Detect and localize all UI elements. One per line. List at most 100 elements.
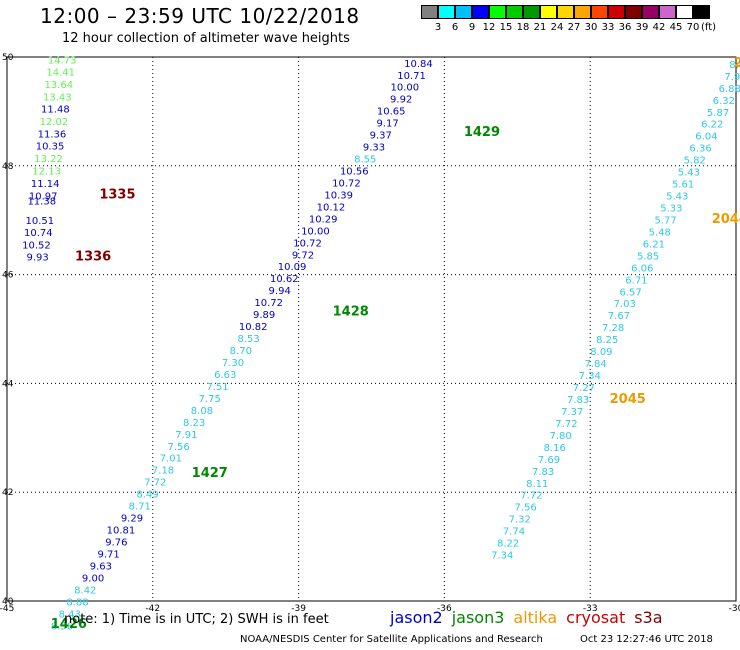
wave-height-value: 8.22 [497, 539, 519, 550]
wave-height-value: 7.84 [584, 359, 606, 370]
credit-text: NOAA/NESDIS Center for Satellite Applica… [240, 634, 543, 645]
wave-height-value: 6.71 [625, 275, 647, 286]
wave-height-value: 10.81 [107, 526, 136, 537]
colorbar-swatch [608, 5, 625, 19]
longitude-tick-label: -39 [291, 604, 306, 614]
wave-height-value: 8.88 [66, 597, 88, 608]
longitude-tick-label: -33 [583, 604, 598, 614]
wave-height-value: 6.04 [695, 132, 717, 143]
wave-height-value: 11.14 [31, 179, 60, 190]
pass-number-label: 1429 [464, 125, 500, 140]
colorbar-tick-label: 15 [499, 22, 513, 33]
wave-height-value: 7.56 [167, 442, 189, 453]
wave-height-value: 11.38 [27, 196, 56, 207]
wave-height-value: 8.70 [230, 346, 252, 357]
wave-height-value: 10.00 [390, 83, 419, 94]
wave-height-value: 13.22 [34, 154, 63, 165]
wave-height-value: 7.80 [549, 431, 571, 442]
wave-height-value: 8.25 [596, 335, 618, 346]
wave-height-value: 8.11 [526, 479, 548, 490]
wave-height-value: 8.53 [237, 334, 259, 345]
colorbar-tick-label: 18 [516, 22, 530, 33]
wave-height-value: 10.00 [301, 226, 330, 237]
colorbar-tick-label: 24 [550, 22, 564, 33]
wave-height-value: 9.17 [376, 119, 398, 130]
wave-height-value: 8.43 [59, 609, 81, 620]
wave-height-value: 5.33 [660, 203, 682, 214]
wave-height-value: 9.76 [105, 538, 127, 549]
colorbar-swatch [523, 5, 540, 19]
wave-height-value: 9.33 [363, 143, 385, 154]
colorbar-swatch [676, 5, 693, 19]
pass-number-label: 1336 [75, 249, 111, 264]
colorbar-swatch [693, 5, 710, 19]
satellite-legend-jason3: jason3 [451, 608, 505, 627]
axis-tick-labels: -45 -42 -39 -36 -33 -30 50 48 46 44 42 40 [0, 53, 740, 614]
pass-number-label: 2045 [610, 392, 646, 407]
map-frame [6, 56, 737, 602]
colorbar-tick-label: 39 [635, 22, 649, 33]
wave-height-value: 7.37 [561, 407, 583, 418]
colorbar-tick-label: 12 [482, 22, 496, 33]
wave-height-value: 8.23 [183, 418, 205, 429]
wave-height-value: 7.83 [532, 467, 554, 478]
colorbar-swatch [489, 5, 506, 19]
wave-height-value: 9.94 [269, 286, 291, 297]
wave-height-value: 6.32 [713, 96, 735, 107]
wave-height-value: 7.30 [222, 358, 244, 369]
wave-height-value: 10.65 [377, 107, 406, 118]
latitude-tick-label: 46 [2, 271, 14, 281]
colorbar-swatch [438, 5, 455, 19]
colorbar-swatch [557, 5, 574, 19]
generated-timestamp: Oct 23 12:27:46 UTC 2018 [580, 634, 713, 645]
wave-height-value: 8.42 [74, 585, 96, 596]
wave-height-value: 5.48 [649, 227, 671, 238]
colorbar-swatch [540, 5, 557, 19]
wave-height-value: 12.02 [40, 117, 69, 128]
longitude-tick-label: -36 [437, 604, 452, 614]
wave-height-value: 6.22 [701, 120, 723, 131]
wave-height-value: 7.69 [538, 455, 560, 466]
wave-height-value: 7.34 [579, 371, 601, 382]
satellite-legend-altika: altika [513, 608, 558, 627]
wave-height-value: 5.77 [654, 215, 676, 226]
latitude-tick-label: 50 [2, 53, 14, 63]
wave-height-value: 7.67 [608, 311, 630, 322]
wave-height-value: 10.56 [340, 167, 369, 178]
colorbar-tick-label: 45 [669, 22, 683, 33]
wave-height-value: 10.72 [293, 238, 322, 249]
wave-height-value: 5.43 [678, 168, 700, 179]
wave-height-value: 6.88 [719, 84, 740, 95]
latitude-tick-label: 44 [2, 379, 14, 389]
colorbar-swatch [574, 5, 591, 19]
wave-height-value: 6.21 [643, 239, 665, 250]
wave-height-value: 6.57 [619, 287, 641, 298]
colorbar-swatch [642, 5, 659, 19]
wave-height-value: 7.72 [144, 478, 166, 489]
wave-height-value: 10.82 [239, 322, 268, 333]
pass-labels: 1335 1336 1429 1428 1427 1426 20 2044 2045 [51, 56, 740, 632]
wave-height-value: 8.55 [354, 155, 376, 166]
pass-number-label: 1426 [51, 617, 87, 632]
wave-height-value: 10.52 [22, 240, 51, 251]
wave-height-value: 7.03 [614, 299, 636, 310]
wave-height-value: 7.51 [206, 382, 228, 393]
latitude-tick-label: 48 [2, 162, 14, 172]
wave-height-value: 10.72 [332, 178, 361, 189]
wave-height-value: 14.41 [46, 67, 75, 78]
wave-height-value: 7.72 [555, 419, 577, 430]
wave-height-value: 10.62 [270, 274, 299, 285]
wave-height-value: 10.84 [404, 59, 433, 70]
wave-height-value: 10.71 [397, 71, 426, 82]
wave-height-value: 7.01 [160, 454, 182, 465]
wave-height-value: 10.35 [36, 141, 65, 152]
wave-height-value: 5.85 [637, 251, 659, 262]
chart-title: 12:00 – 23:59 UTC 10/22/2018 [40, 4, 360, 28]
satellite-legend-jason2: jason2 [390, 608, 443, 627]
wave-height-value: 11.48 [41, 104, 70, 115]
colorbar-swatch [472, 5, 489, 19]
colorbar-swatch [455, 5, 472, 19]
wave-height-value: 7.94 [724, 72, 740, 83]
colorbar-swatch [659, 5, 676, 19]
wave-height-value: 10.74 [24, 228, 53, 239]
